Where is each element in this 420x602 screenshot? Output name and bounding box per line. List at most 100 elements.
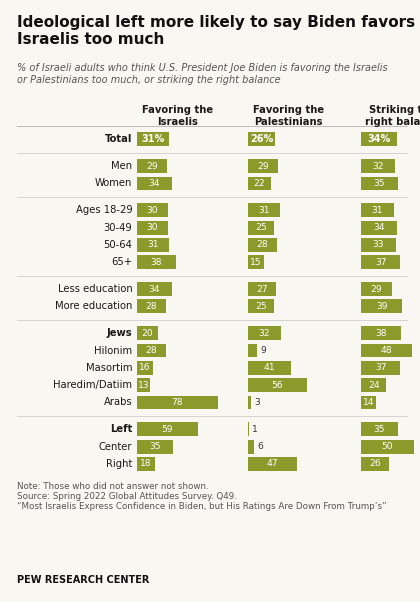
Bar — [248, 378, 307, 392]
Bar — [136, 344, 166, 358]
Bar — [361, 457, 388, 471]
Bar — [248, 457, 297, 471]
Bar — [361, 378, 386, 392]
Text: 25: 25 — [255, 302, 267, 311]
Text: Women: Women — [95, 178, 132, 188]
Text: More education: More education — [55, 302, 132, 311]
Bar — [361, 282, 391, 296]
Text: 1: 1 — [252, 425, 258, 434]
Text: 25: 25 — [255, 223, 267, 232]
Bar — [361, 203, 394, 217]
Text: Right: Right — [106, 459, 132, 469]
Text: Favoring the
Palestinians: Favoring the Palestinians — [253, 105, 324, 127]
Text: 50: 50 — [382, 442, 393, 451]
Text: 28: 28 — [257, 240, 268, 249]
Text: 31: 31 — [147, 240, 158, 249]
Bar — [136, 457, 155, 471]
Text: 34: 34 — [149, 179, 160, 188]
Text: 37: 37 — [375, 258, 386, 267]
Text: 34: 34 — [373, 223, 385, 232]
Text: 15: 15 — [250, 258, 261, 267]
Text: 20: 20 — [141, 329, 153, 338]
Bar — [248, 396, 251, 409]
Bar — [248, 344, 257, 358]
Bar — [136, 221, 168, 235]
Bar — [361, 439, 414, 453]
Bar — [361, 423, 398, 436]
Text: Favoring the
Israelis: Favoring the Israelis — [142, 105, 213, 127]
Text: 38: 38 — [375, 329, 387, 338]
Text: Ages 18-29: Ages 18-29 — [76, 205, 132, 216]
Text: 38: 38 — [151, 258, 162, 267]
Text: 32: 32 — [372, 161, 384, 170]
Text: 35: 35 — [374, 179, 385, 188]
Bar — [136, 423, 199, 436]
Bar — [248, 238, 277, 252]
Text: 31%: 31% — [141, 134, 164, 144]
Text: 48: 48 — [381, 346, 392, 355]
Text: 3: 3 — [255, 398, 260, 407]
Bar — [136, 361, 153, 375]
Text: Hilonim: Hilonim — [94, 346, 132, 356]
Bar — [136, 378, 150, 392]
Bar — [248, 326, 281, 340]
Bar — [248, 255, 264, 269]
Bar — [361, 361, 400, 375]
Bar — [136, 176, 172, 190]
Bar — [248, 439, 254, 453]
Bar — [136, 159, 167, 173]
Bar — [136, 299, 166, 313]
Bar — [361, 396, 376, 409]
Bar — [361, 326, 401, 340]
Text: Left: Left — [110, 424, 132, 434]
Text: Haredim/Datiim: Haredim/Datiim — [53, 380, 132, 390]
Text: Masortim: Masortim — [86, 363, 132, 373]
Text: 35: 35 — [149, 442, 160, 451]
Bar — [248, 282, 276, 296]
Text: 28: 28 — [145, 302, 157, 311]
Text: 9: 9 — [260, 346, 266, 355]
Bar — [361, 221, 397, 235]
Bar — [248, 159, 278, 173]
Bar — [136, 132, 169, 146]
Text: 30: 30 — [147, 206, 158, 215]
Text: Arabs: Arabs — [104, 397, 132, 408]
Text: 6: 6 — [257, 442, 263, 451]
Bar — [361, 299, 402, 313]
Text: 35: 35 — [374, 425, 385, 434]
Text: 14: 14 — [363, 398, 374, 407]
Text: 24: 24 — [368, 380, 380, 389]
Text: 16: 16 — [139, 364, 151, 372]
Text: 78: 78 — [172, 398, 183, 407]
Bar — [361, 132, 397, 146]
Text: 18: 18 — [140, 459, 152, 468]
Text: 34: 34 — [149, 285, 160, 294]
Bar — [136, 203, 168, 217]
Text: 33: 33 — [373, 240, 384, 249]
Text: PEW RESEARCH CENTER: PEW RESEARCH CENTER — [17, 575, 149, 585]
Bar — [248, 176, 271, 190]
Bar — [136, 282, 172, 296]
Text: 30: 30 — [147, 223, 158, 232]
Text: 59: 59 — [162, 425, 173, 434]
Bar — [361, 255, 400, 269]
Bar — [136, 439, 173, 453]
Text: Less education: Less education — [58, 284, 132, 294]
Text: 39: 39 — [376, 302, 387, 311]
Text: Total: Total — [105, 134, 132, 144]
Text: 31: 31 — [258, 206, 270, 215]
Text: 32: 32 — [259, 329, 270, 338]
Bar — [248, 299, 274, 313]
Text: Jews: Jews — [107, 328, 132, 338]
Text: 41: 41 — [263, 364, 275, 372]
Text: 26: 26 — [369, 459, 381, 468]
Text: 65+: 65+ — [111, 257, 132, 267]
Bar — [248, 203, 281, 217]
Text: 13: 13 — [138, 380, 149, 389]
Text: Striking the
right balance: Striking the right balance — [365, 105, 420, 127]
Bar — [136, 238, 169, 252]
Text: Note: Those who did not answer not shown.
Source: Spring 2022 Global Attitudes S: Note: Those who did not answer not shown… — [17, 482, 386, 512]
Bar — [248, 132, 275, 146]
Bar — [361, 159, 395, 173]
Text: 22: 22 — [254, 179, 265, 188]
